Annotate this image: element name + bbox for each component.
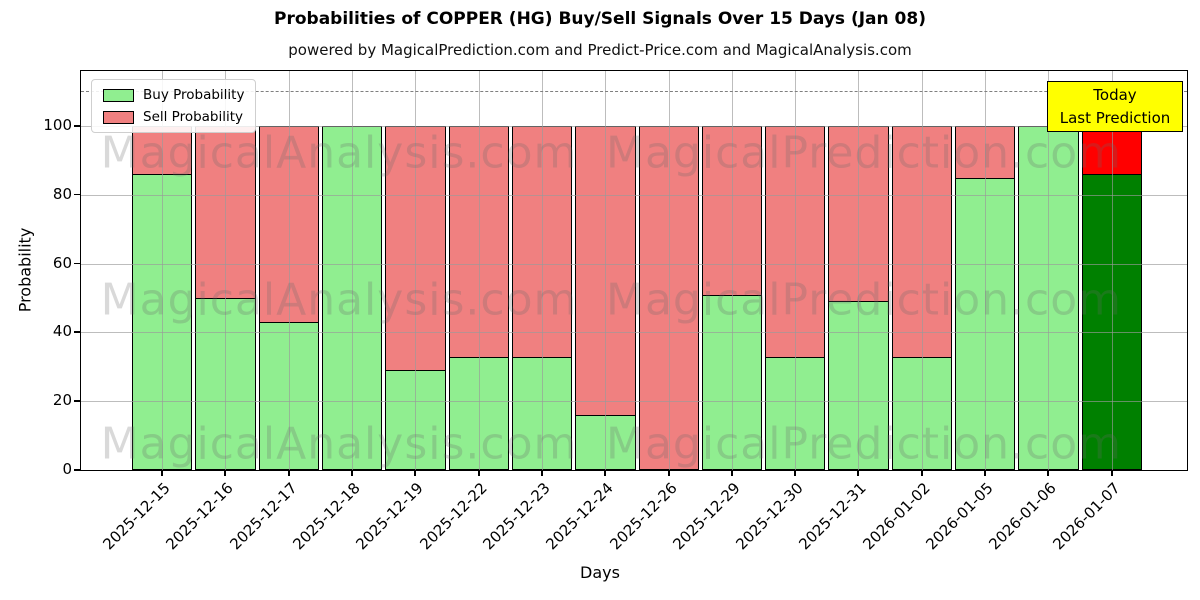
x-tick-mark (668, 470, 670, 476)
y-tick-label: 40 (52, 322, 72, 341)
x-tick-mark (288, 470, 290, 476)
gridline-v (542, 71, 543, 470)
x-axis-label: Days (580, 563, 620, 582)
gridline-v (479, 71, 480, 470)
x-tick-mark (921, 470, 923, 476)
bar-2025-12-22 (448, 71, 509, 470)
bar-2025-12-17 (258, 71, 319, 470)
bar-segment-sell (638, 126, 699, 470)
y-tick-label: 0 (62, 460, 72, 478)
bar-segment-sell (891, 126, 953, 357)
gridline-v (289, 71, 290, 470)
y-axis-label: Probability (15, 227, 35, 313)
gridline-v (352, 71, 353, 470)
gridline-v (162, 71, 163, 470)
x-tick-mark (794, 470, 796, 476)
legend-label-buy: Buy Probability (143, 87, 245, 103)
gridline-v (669, 71, 670, 470)
gridline-v (922, 71, 923, 470)
gridline-h (81, 401, 1187, 403)
bars-container (132, 71, 1142, 470)
y-tick-mark (74, 400, 80, 402)
bar-segment-sell (258, 126, 319, 323)
legend-swatch-sell (103, 110, 134, 124)
bar-segment-buy (1081, 174, 1142, 470)
legend-swatch-buy (103, 88, 134, 102)
bar-segment-sell (701, 126, 763, 295)
x-tick-mark (604, 470, 606, 476)
y-tick-mark (74, 193, 80, 196)
bar-segment-buy (448, 356, 509, 470)
x-tick-mark (1047, 470, 1049, 476)
x-tick-mark (224, 470, 226, 476)
legend-item-sell: Sell Probability (103, 109, 244, 125)
bar-segment-sell (448, 126, 509, 357)
x-tick-mark (984, 470, 986, 476)
gridline-h (81, 332, 1187, 334)
bar-2025-12-29 (701, 71, 763, 470)
chart-subtitle: powered by MagicalPrediction.com and Pre… (288, 41, 912, 59)
y-tick-label: 80 (52, 184, 72, 203)
x-tick-mark (731, 470, 733, 476)
y-tick-label: 100 (43, 116, 72, 135)
x-tick-mark (1111, 470, 1113, 476)
gridline-v (795, 71, 796, 470)
x-tick-mark (541, 470, 543, 476)
y-tick-mark (74, 469, 80, 471)
gridline-h (81, 194, 1187, 196)
today-annotation-line2: Last Prediction (1059, 108, 1171, 127)
x-tick-mark (414, 470, 416, 476)
gridline-v (605, 71, 606, 470)
gridline-v (1112, 71, 1113, 470)
y-tick-label: 60 (52, 253, 72, 272)
legend-label-sell: Sell Probability (143, 109, 244, 125)
today-annotation-line1: Today (1093, 86, 1137, 104)
gridline-v (225, 71, 226, 470)
bar-2026-01-02 (891, 71, 953, 470)
bar-segment-buy (891, 356, 953, 470)
gridline-h (81, 126, 1187, 128)
bar-2025-12-23 (511, 71, 573, 470)
x-tick-mark (161, 470, 163, 476)
bar-2025-12-26 (638, 71, 699, 470)
bar-segment-buy (258, 322, 319, 470)
gridline-v (732, 71, 733, 470)
x-tick-mark (351, 470, 353, 476)
y-tick-mark (74, 331, 80, 333)
dashed-threshold-line (81, 90, 1187, 92)
gridline-v (985, 71, 986, 470)
gridline-v (858, 71, 859, 470)
gridline-v (1048, 71, 1049, 470)
y-tick-label: 20 (52, 391, 72, 410)
chart-title: Probabilities of COPPER (HG) Buy/Sell Si… (274, 9, 926, 29)
y-tick-mark (74, 262, 80, 265)
gridline-h (81, 263, 1187, 265)
x-tick-mark (478, 470, 480, 476)
gridline-v (415, 71, 416, 470)
today-annotation: Today Last Prediction (1047, 81, 1183, 132)
y-tick-mark (74, 125, 80, 127)
plot-area: MagicalAnalysis.com MagicalPrediction.com… (80, 70, 1188, 471)
bar-segment-buy (701, 294, 763, 470)
legend: Buy Probability Sell Probability (91, 79, 257, 133)
legend-item-buy: Buy Probability (103, 87, 244, 103)
x-tick-mark (857, 470, 859, 476)
